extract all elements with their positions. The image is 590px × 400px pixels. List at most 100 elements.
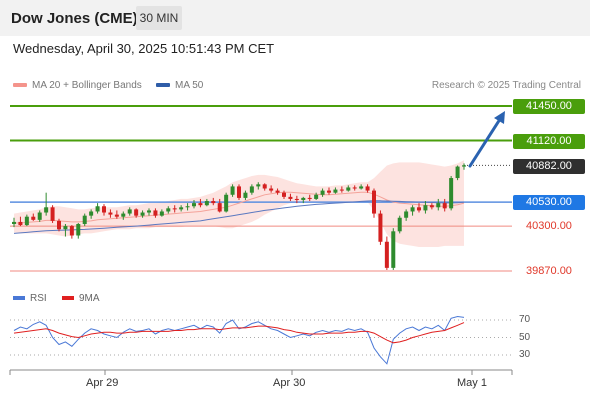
legend-bollinger-label: MA 20 + Bollinger Bands (32, 80, 142, 91)
candle-body (301, 197, 306, 200)
candle-body (82, 215, 87, 225)
rsi-legend-label: RSI (30, 293, 47, 304)
candle-body (102, 206, 106, 213)
rsi-ma-swatch-icon (62, 296, 74, 301)
x-tick-may-1: May 1 (457, 377, 487, 389)
candle-body (224, 194, 229, 212)
candle-body (185, 206, 190, 208)
candle-body (282, 192, 286, 197)
candle-body (134, 209, 139, 216)
candle-body (140, 212, 145, 216)
rsi-swatch-icon (13, 296, 25, 301)
rsi-tick-70: 70 (519, 314, 531, 325)
candle-body (95, 206, 100, 212)
level-label-resistance-2: 41450.00 (513, 99, 585, 114)
candle-body (192, 203, 196, 207)
ma50-swatch-icon (156, 83, 170, 88)
candle-body (384, 241, 389, 268)
rsi-tick-30: 30 (519, 349, 531, 360)
candle-body (372, 190, 376, 214)
candle-body (352, 187, 357, 189)
candle-body (423, 205, 428, 211)
credit-text: Research © 2025 Trading Central (431, 80, 581, 91)
candle-body (327, 190, 331, 193)
candle-body (18, 221, 23, 226)
candle-body (262, 184, 267, 189)
legend-ma50-label: MA 50 (175, 80, 204, 91)
candle-body (37, 212, 42, 220)
rsi-tick-50: 50 (519, 332, 531, 343)
legend-bollinger: MA 20 + Bollinger Bands (13, 80, 142, 91)
candle-body (12, 221, 16, 225)
candle-body (159, 211, 164, 216)
candle-body (288, 196, 293, 199)
candle-body (204, 201, 209, 206)
rsi-ma-line (13, 322, 465, 344)
candle-body (429, 205, 434, 208)
candle-body (417, 207, 421, 211)
level-label-support-2: 39870.00 (526, 265, 572, 277)
timestamp: Wednesday, April 30, 2025 10:51:43 PM CE… (13, 41, 275, 56)
candle-body (455, 166, 460, 179)
candle-body (404, 211, 409, 218)
candle-body (166, 208, 171, 212)
bollinger-swatch-icon (13, 83, 27, 88)
candle-body (436, 203, 441, 208)
candle-body (50, 207, 55, 221)
instrument-title: Dow Jones (CME) (11, 10, 138, 27)
legend-ma50: MA 50 (156, 80, 203, 91)
candle-body (121, 213, 126, 217)
candle-body (442, 203, 447, 209)
candle-body (256, 184, 261, 187)
candle-body (359, 186, 364, 189)
interval-button[interactable]: 30 MIN (136, 6, 182, 30)
candle-body (269, 188, 274, 191)
candle-body (243, 192, 248, 198)
candle-body (172, 208, 177, 210)
candle-body (198, 203, 203, 206)
candle-body (294, 198, 299, 200)
candle-body (249, 186, 254, 193)
level-label-support-1: 40300.00 (526, 220, 572, 232)
candle-body (230, 186, 235, 195)
level-label-resistance-1: 41120.00 (513, 134, 585, 149)
candle-body (462, 165, 466, 167)
candle-body (153, 210, 158, 216)
bollinger-band (14, 160, 464, 247)
candle-body (127, 209, 132, 214)
x-tick-apr-30: Apr 30 (273, 377, 306, 389)
candle-body (114, 214, 119, 217)
candle-body (89, 211, 94, 216)
rsi-ma-legend: 9MA (62, 293, 100, 304)
chart-header: Dow Jones (CME) 30 MIN (0, 0, 590, 36)
ma50-line (13, 200, 465, 234)
candle-body (275, 190, 280, 193)
level-label-pivot: 40530.00 (513, 195, 585, 210)
candle-body (346, 187, 351, 191)
candle-body (391, 231, 396, 268)
candle-body (307, 197, 312, 199)
candle-body (333, 189, 338, 193)
candle-body (76, 224, 81, 236)
projection-arrow-shaft (468, 114, 504, 168)
candle-body (44, 207, 49, 213)
candle-body (217, 203, 222, 212)
candle-body (31, 216, 36, 220)
candle-body (63, 226, 68, 230)
candle-body (24, 216, 29, 226)
candle-body (179, 207, 184, 210)
candle-body (69, 226, 74, 236)
rsi-legend: RSI (13, 293, 47, 304)
candle-body (314, 194, 319, 199)
candle-body (365, 186, 370, 191)
candle-body (147, 210, 151, 213)
projection-arrow-head-icon (494, 111, 505, 124)
candle-body (320, 190, 325, 195)
rsi-ma-legend-label: 9MA (79, 293, 100, 304)
x-tick-apr-29: Apr 29 (86, 377, 119, 389)
level-label-last-price: 40882.00 (513, 159, 585, 174)
candle-body (378, 213, 383, 242)
candle-body (237, 186, 241, 198)
candle-body (108, 212, 113, 215)
